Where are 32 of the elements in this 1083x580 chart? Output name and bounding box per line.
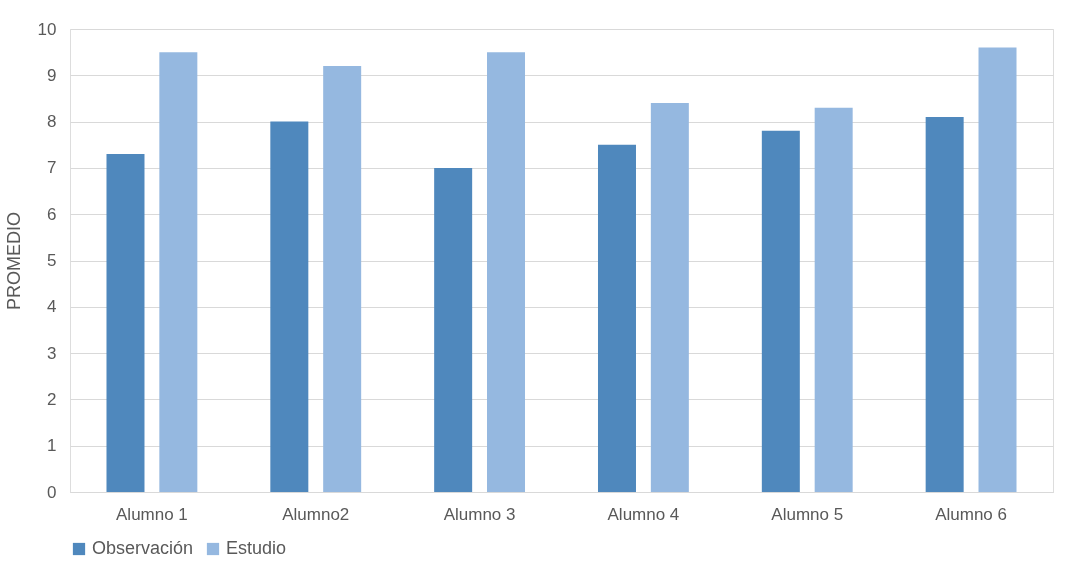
x-tick-label: Alumno 5	[771, 504, 844, 524]
bar	[978, 47, 1017, 492]
bar	[159, 52, 198, 492]
x-tick-label: Alumno 1	[116, 504, 188, 524]
bar	[814, 107, 853, 492]
y-tick-label: 4	[47, 297, 57, 317]
y-axis-title: PROMEDIO	[3, 211, 24, 311]
x-tick-label: Alumno 6	[935, 504, 1007, 524]
y-tick-label: 9	[47, 65, 57, 85]
x-tick-label: Alumno2	[282, 504, 350, 524]
y-tick-label: 1	[47, 436, 57, 456]
y-tick-label: 2	[47, 389, 57, 409]
bar	[597, 144, 636, 492]
y-tick-label: 3	[47, 343, 57, 363]
bar	[434, 167, 473, 492]
legend-label: Estudio	[226, 538, 287, 558]
y-tick-label: 0	[47, 482, 57, 502]
y-tick-label: 6	[47, 204, 57, 224]
bar	[925, 116, 964, 492]
y-tick-label: 7	[47, 158, 57, 178]
bar	[270, 121, 309, 492]
bar	[487, 52, 526, 492]
x-tick-label: Alumno 4	[607, 504, 680, 524]
legend-label: Observación	[92, 538, 194, 558]
bar	[650, 103, 689, 492]
bar	[106, 154, 145, 492]
x-tick-label: Alumno 3	[443, 504, 516, 524]
y-tick-label: 10	[37, 19, 57, 39]
y-tick-label: 5	[47, 251, 57, 270]
bar	[323, 66, 362, 492]
y-tick-label: 8	[47, 112, 57, 132]
bar	[761, 130, 800, 492]
